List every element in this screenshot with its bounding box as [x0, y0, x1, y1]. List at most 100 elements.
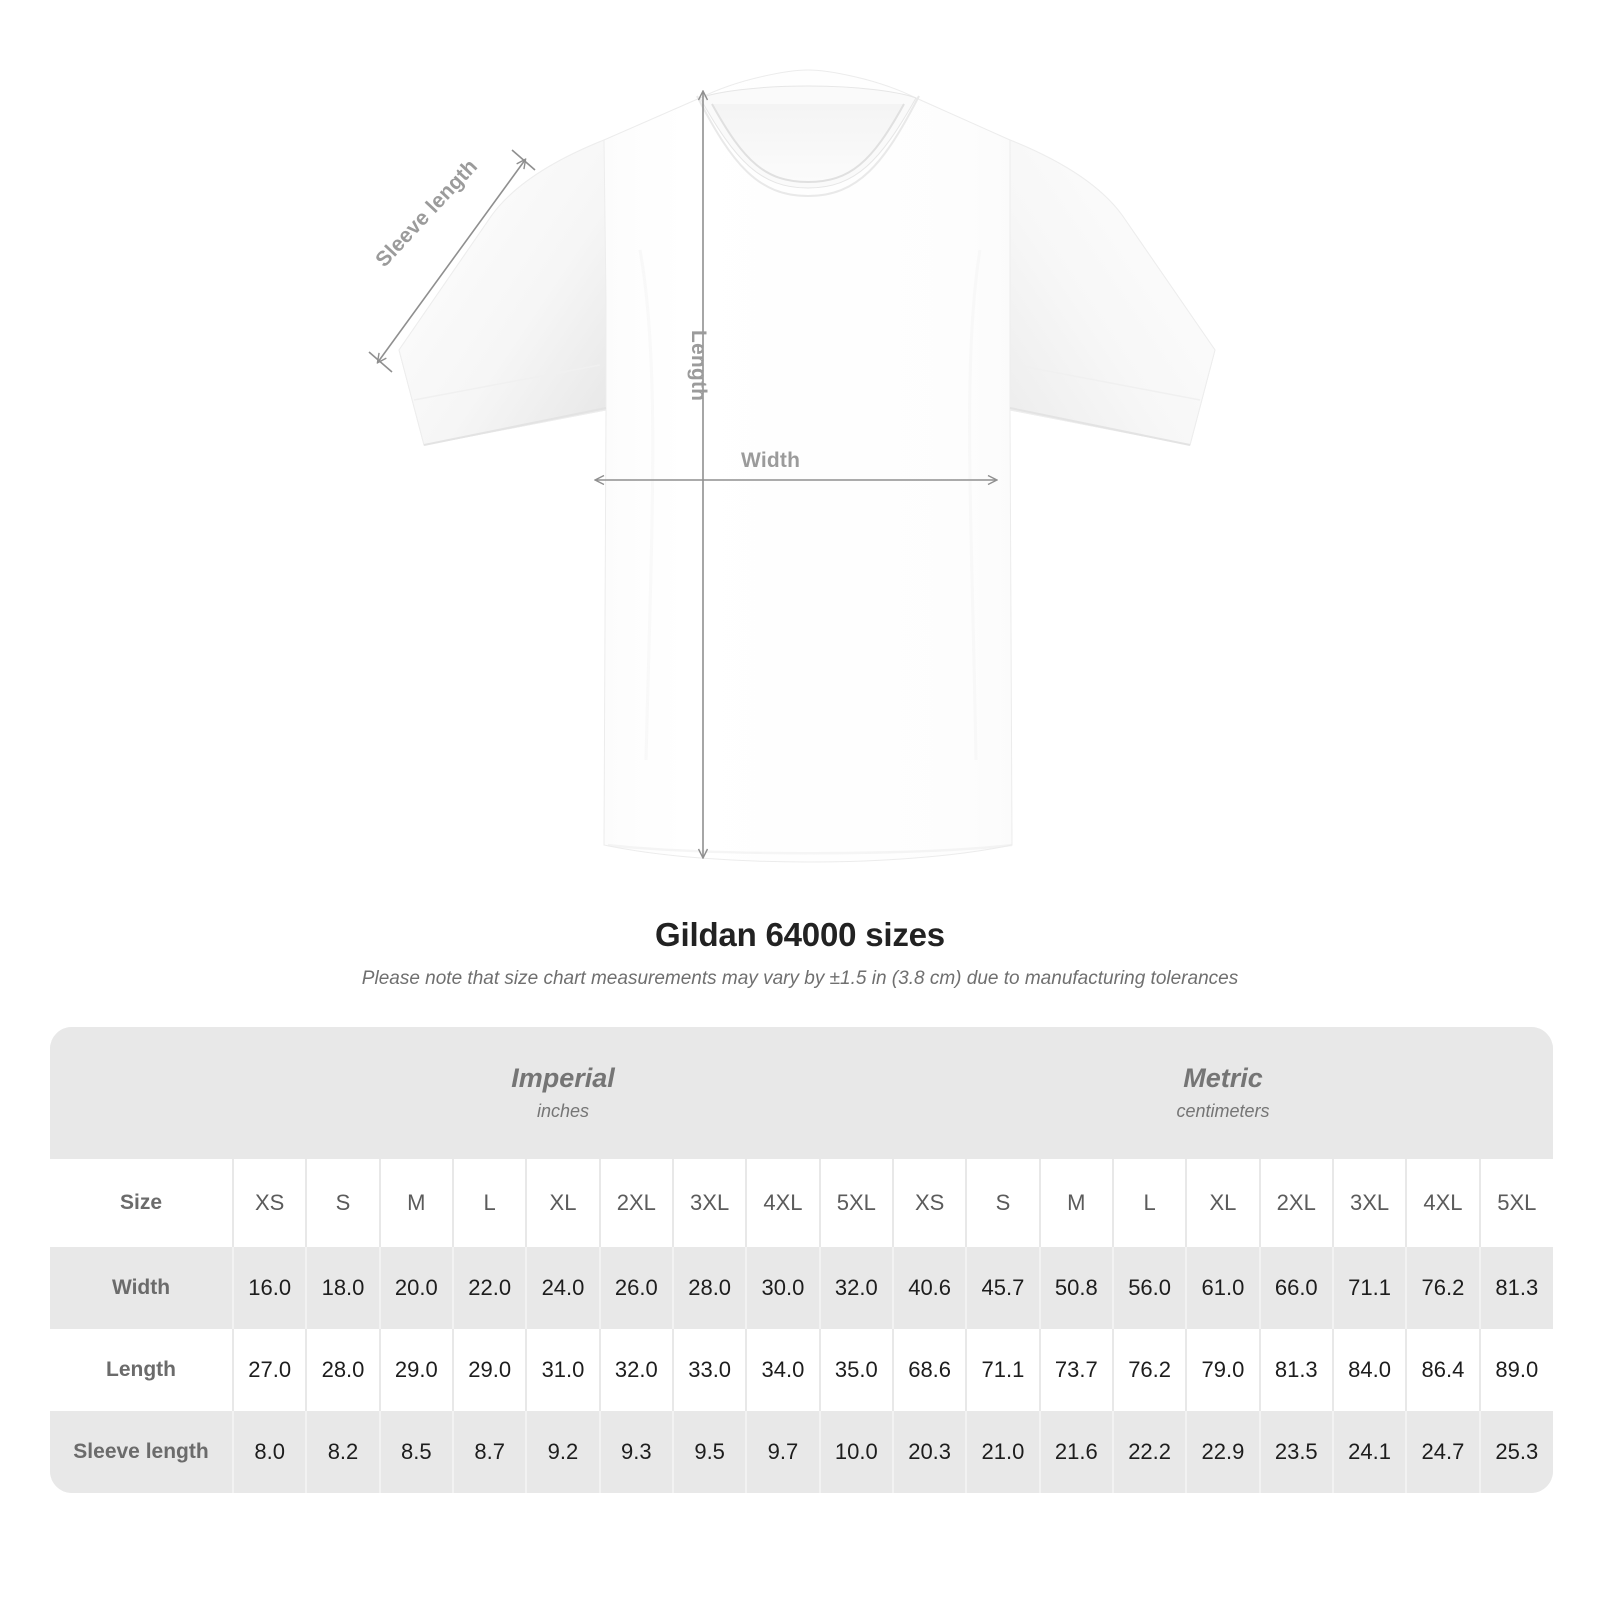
cell-sleeve-imperial-5xl: 10.0	[818, 1411, 893, 1493]
table-row: Sleeve length 8.0 8.2 8.5 8.7 9.2 9.3 9.…	[50, 1411, 1553, 1493]
size-header-imperial-xl: XL	[525, 1159, 600, 1247]
cell-width-imperial-2xl: 26.0	[598, 1247, 673, 1329]
cell-width-imperial-4xl: 30.0	[745, 1247, 820, 1329]
cell-sleeve-metric-xs: 20.3	[891, 1411, 967, 1493]
size-header-metric-l: L	[1111, 1159, 1187, 1247]
cell-length-imperial-2xl: 32.0	[598, 1329, 673, 1411]
row-label-length: Length	[50, 1329, 233, 1411]
unit-group-header-row: Imperial inches Metric centimeters	[50, 1027, 1553, 1159]
cell-sleeve-metric-3xl: 24.1	[1331, 1411, 1407, 1493]
size-header-imperial-5xl: 5XL	[818, 1159, 893, 1247]
size-header-metric-3xl: 3XL	[1331, 1159, 1407, 1247]
cell-length-imperial-4xl: 34.0	[745, 1329, 820, 1411]
length-dimension-label: Length	[687, 330, 710, 402]
cell-length-imperial-m: 29.0	[378, 1329, 453, 1411]
cell-sleeve-imperial-2xl: 9.3	[598, 1411, 673, 1493]
cell-length-imperial-3xl: 33.0	[671, 1329, 747, 1411]
cell-length-imperial-l: 29.0	[451, 1329, 527, 1411]
cell-sleeve-imperial-s: 8.2	[305, 1411, 380, 1493]
cell-length-metric-s: 71.1	[965, 1329, 1040, 1411]
cell-length-metric-3xl: 84.0	[1331, 1329, 1407, 1411]
size-chart-table: Imperial inches Metric centimeters Size …	[50, 1027, 1553, 1493]
cell-width-metric-4xl: 76.2	[1405, 1247, 1480, 1329]
cell-length-metric-2xl: 81.3	[1258, 1329, 1333, 1411]
tolerance-note: Please note that size chart measurements…	[361, 968, 1239, 989]
unit-band-spacer	[50, 1027, 233, 1159]
unit-group-imperial-unit: inches	[536, 1100, 589, 1121]
size-header-imperial-m: M	[378, 1159, 453, 1247]
cell-length-imperial-xl: 31.0	[525, 1329, 600, 1411]
unit-group-imperial: Imperial inches	[233, 1027, 893, 1159]
tshirt-illustration	[368, 69, 1216, 863]
unit-group-metric: Metric centimeters	[892, 1027, 1553, 1159]
cell-sleeve-imperial-l: 8.7	[451, 1411, 527, 1493]
cell-width-metric-s: 45.7	[965, 1247, 1040, 1329]
right-sleeve-shape	[1009, 139, 1216, 446]
cell-width-imperial-xl: 24.0	[525, 1247, 600, 1329]
row-label-sleeve-length: Sleeve length	[50, 1411, 233, 1493]
cell-length-metric-xl: 79.0	[1185, 1329, 1260, 1411]
cell-length-metric-4xl: 86.4	[1405, 1329, 1480, 1411]
unit-group-metric-unit: centimeters	[1176, 1100, 1270, 1121]
cell-width-imperial-m: 20.0	[378, 1247, 453, 1329]
cell-length-imperial-xs: 27.0	[231, 1329, 307, 1411]
size-header-imperial-2xl: 2XL	[598, 1159, 673, 1247]
size-header-metric-xs: XS	[891, 1159, 967, 1247]
cell-sleeve-imperial-xl: 9.2	[525, 1411, 600, 1493]
size-header-metric-5xl: 5XL	[1478, 1159, 1553, 1247]
cell-width-metric-3xl: 71.1	[1331, 1247, 1407, 1329]
cell-sleeve-imperial-xs: 8.0	[231, 1411, 307, 1493]
cell-width-imperial-3xl: 28.0	[671, 1247, 747, 1329]
cell-width-imperial-l: 22.0	[451, 1247, 527, 1329]
cell-sleeve-imperial-m: 8.5	[378, 1411, 453, 1493]
cell-width-imperial-xs: 16.0	[231, 1247, 307, 1329]
size-header-imperial-3xl: 3XL	[671, 1159, 747, 1247]
size-header-metric-xl: XL	[1185, 1159, 1260, 1247]
left-sleeve-shape	[398, 139, 607, 446]
cell-sleeve-metric-m: 21.6	[1038, 1411, 1113, 1493]
cell-width-metric-2xl: 66.0	[1258, 1247, 1333, 1329]
size-header-imperial-l: L	[451, 1159, 527, 1247]
cell-sleeve-metric-s: 21.0	[965, 1411, 1040, 1493]
size-chart-heading: Gildan 64000 sizes Please note that size…	[0, 916, 1600, 990]
cell-sleeve-metric-l: 22.2	[1111, 1411, 1187, 1493]
size-chart-table-container: Imperial inches Metric centimeters Size …	[50, 1027, 1553, 1493]
cell-length-metric-m: 73.7	[1038, 1329, 1113, 1411]
cell-width-metric-5xl: 81.3	[1478, 1247, 1553, 1329]
size-header-row: Size XS S M L XL 2XL 3XL 4XL 5XL XS S M …	[50, 1159, 1553, 1247]
page-title: Gildan 64000 sizes	[655, 916, 945, 953]
cell-width-metric-xl: 61.0	[1185, 1247, 1260, 1329]
cell-width-imperial-s: 18.0	[305, 1247, 380, 1329]
size-header-metric-4xl: 4XL	[1405, 1159, 1480, 1247]
cell-sleeve-metric-4xl: 24.7	[1405, 1411, 1480, 1493]
size-header-metric-2xl: 2XL	[1258, 1159, 1333, 1247]
size-header-imperial-xs: XS	[231, 1159, 307, 1247]
unit-group-metric-name: Metric	[1183, 1063, 1263, 1094]
cell-length-imperial-s: 28.0	[305, 1329, 380, 1411]
tshirt-diagram-panel: Sleeve length Length Width	[368, 69, 1216, 863]
cell-width-imperial-5xl: 32.0	[818, 1247, 893, 1329]
cell-sleeve-metric-xl: 22.9	[1185, 1411, 1260, 1493]
collar-shape	[696, 85, 920, 198]
cell-length-metric-l: 76.2	[1111, 1329, 1187, 1411]
cell-sleeve-imperial-3xl: 9.5	[671, 1411, 747, 1493]
size-header-metric-s: S	[965, 1159, 1040, 1247]
table-row: Width 16.0 18.0 20.0 22.0 24.0 26.0 28.0…	[50, 1247, 1553, 1329]
unit-group-imperial-name: Imperial	[511, 1063, 615, 1094]
cell-sleeve-metric-5xl: 25.3	[1478, 1411, 1553, 1493]
cell-width-metric-xs: 40.6	[891, 1247, 967, 1329]
width-dimension-label: Width	[741, 449, 801, 472]
cell-sleeve-metric-2xl: 23.5	[1258, 1411, 1333, 1493]
cell-length-metric-5xl: 89.0	[1478, 1329, 1553, 1411]
size-header-imperial-s: S	[305, 1159, 380, 1247]
cell-width-metric-m: 50.8	[1038, 1247, 1113, 1329]
size-header-metric-m: M	[1038, 1159, 1113, 1247]
size-header-imperial-4xl: 4XL	[745, 1159, 820, 1247]
cell-length-metric-xs: 68.6	[891, 1329, 967, 1411]
cell-length-imperial-5xl: 35.0	[818, 1329, 893, 1411]
cell-sleeve-imperial-4xl: 9.7	[745, 1411, 820, 1493]
fabric-fold-lines	[607, 249, 1013, 855]
table-row: Length 27.0 28.0 29.0 29.0 31.0 32.0 33.…	[50, 1329, 1553, 1411]
cell-width-metric-l: 56.0	[1111, 1247, 1187, 1329]
size-corner-label: Size	[50, 1159, 233, 1247]
